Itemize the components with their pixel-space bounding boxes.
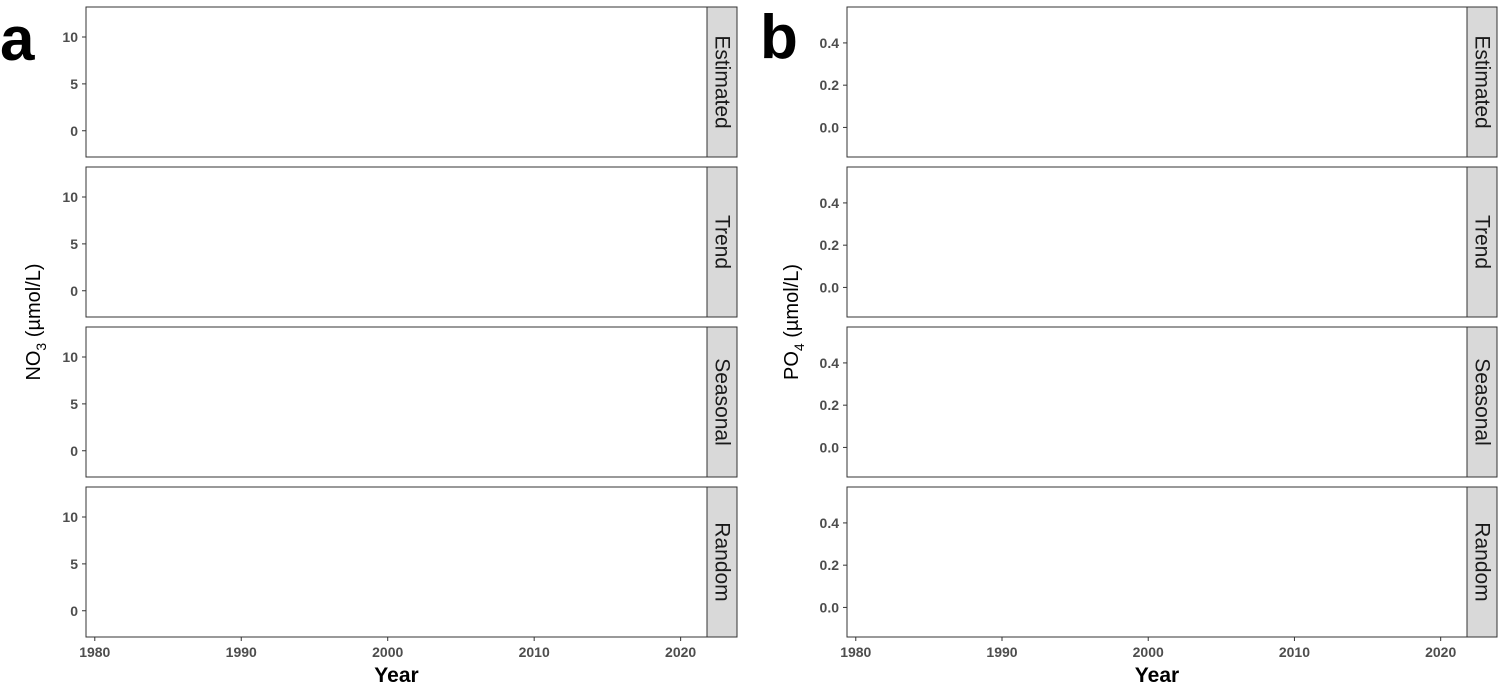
- y-tick-label: 0.0: [820, 119, 840, 135]
- facet-strip-label: Estimated: [1471, 35, 1494, 128]
- y-tick-label: 0: [70, 443, 78, 459]
- facet-strip-label: Seasonal: [711, 358, 734, 446]
- facet-strip-label: Seasonal: [1471, 358, 1494, 446]
- y-tick-label: 5: [70, 76, 78, 92]
- x-tick-label: 2020: [1425, 644, 1456, 660]
- facet-trend: Trend 0.0 0.2 0.4: [820, 166, 1498, 318]
- x-tick-label: 1990: [986, 644, 1017, 660]
- y-tick-label: 0.4: [820, 35, 840, 51]
- chart-b: b Estimated0.00.20.4Trend0.00.20.4Seasona…: [760, 3, 1498, 686]
- panel-border: [846, 166, 1468, 318]
- y-tick-label: 0.0: [820, 599, 840, 615]
- facet-strip-label: Estimated: [711, 35, 734, 128]
- facet-strip: [1466, 6, 1498, 158]
- y-axis-title: NO3 (µmol/L): [23, 263, 49, 380]
- x-tick-label: 2010: [519, 644, 550, 660]
- y-tick-label: 0.0: [820, 279, 840, 295]
- x-tick-label: 2010: [1279, 644, 1310, 660]
- facet-estimated: Estimated 0.0 0.2 0.4: [820, 6, 1498, 158]
- chart-a: a Estimated0510Trend0510Seasonal0510Rando…: [0, 5, 738, 686]
- y-tick-label: 0: [70, 603, 78, 619]
- facet-strip-label: Trend: [711, 215, 734, 269]
- panel-border: [85, 326, 708, 478]
- panel-tag: b: [760, 3, 798, 72]
- y-axis-title-subscript: 4: [791, 343, 807, 351]
- x-tick-label: 2000: [372, 644, 403, 660]
- y-tick-label: 5: [70, 236, 78, 252]
- x-tick-label: 1990: [226, 644, 257, 660]
- y-tick-label: 0.0: [820, 439, 840, 455]
- y-tick-label: 5: [70, 556, 78, 572]
- facet-random: Random 0 5 10 1980 1990 2000 2010 2020: [62, 486, 738, 660]
- y-tick-label: 0.4: [820, 355, 840, 371]
- facet-strip-label: Random: [1471, 522, 1494, 601]
- y-tick-label: 0.4: [820, 195, 840, 211]
- y-tick-label: 0.2: [820, 557, 840, 573]
- x-tick-label: 2020: [665, 644, 696, 660]
- facet-strip: [706, 326, 738, 478]
- y-tick-label: 5: [70, 396, 78, 412]
- y-tick-label: 10: [62, 29, 78, 45]
- y-tick-label: 10: [62, 189, 78, 205]
- facet-strip: [706, 486, 738, 638]
- facet-random: Random 0.0 0.2 0.4 1980 1990 2000 2010 2020: [820, 486, 1498, 660]
- facet-strip: [1466, 486, 1498, 638]
- x-tick-label: 1980: [840, 644, 871, 660]
- panel-border: [846, 486, 1468, 638]
- y-tick-label: 0.2: [820, 397, 840, 413]
- x-tick-label: 2000: [1133, 644, 1164, 660]
- y-tick-label: 10: [62, 509, 78, 525]
- facet-strip: [706, 6, 738, 158]
- facet-seasonal: Seasonal 0 5 10: [62, 326, 738, 478]
- x-axis-title: Year: [1135, 664, 1179, 686]
- panel-border: [85, 166, 708, 318]
- facet-trend: Trend 0 5 10: [62, 166, 738, 318]
- y-axis-title-unit: (µmol/L): [781, 264, 803, 343]
- x-axis-title: Year: [374, 664, 418, 686]
- y-axis-title-unit: (µmol/L): [23, 263, 45, 342]
- y-axis-title-subscript: 3: [33, 343, 49, 351]
- panel-tag: a: [0, 5, 35, 74]
- y-tick-label: 0.2: [820, 77, 840, 93]
- panel-border: [85, 486, 708, 638]
- y-tick-label: 0.4: [820, 515, 840, 531]
- facet-strip: [706, 166, 738, 318]
- y-tick-label: 0: [70, 123, 78, 139]
- x-tick-label: 1980: [79, 644, 110, 660]
- panel-border: [85, 6, 708, 158]
- panel-border: [846, 326, 1468, 478]
- facet-strip: [1466, 326, 1498, 478]
- y-axis-title: PO4 (µmol/L): [781, 264, 807, 380]
- y-axis-title-main: PO: [781, 351, 803, 380]
- y-tick-label: 0.2: [820, 237, 840, 253]
- facet-strip-label: Trend: [1471, 215, 1494, 269]
- facet-strip: [1466, 166, 1498, 318]
- y-tick-label: 0: [70, 283, 78, 299]
- y-tick-label: 10: [62, 349, 78, 365]
- y-axis-title-main: NO: [23, 351, 45, 381]
- facet-strip-label: Random: [711, 522, 734, 601]
- facet-seasonal: Seasonal 0.0 0.2 0.4: [820, 326, 1498, 478]
- facet-estimated: Estimated 0 5 10: [62, 6, 738, 158]
- panel-border: [846, 6, 1468, 158]
